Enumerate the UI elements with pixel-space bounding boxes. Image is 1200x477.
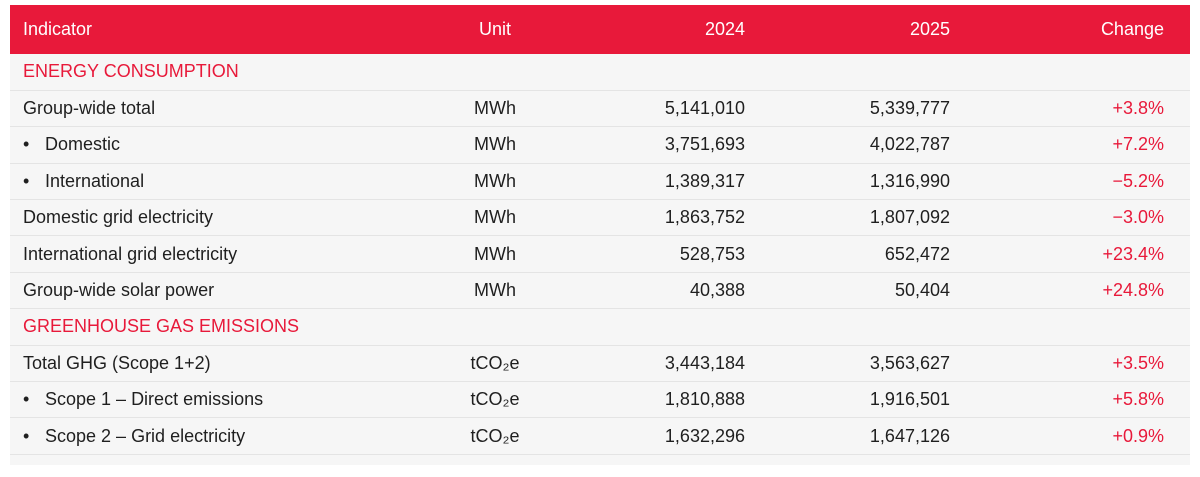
unit-cell: MWh <box>420 90 570 128</box>
value-2025-cell: 1,647,126 <box>770 417 975 455</box>
unit-cell: MWh <box>420 199 570 237</box>
unit-cell: tCO₂e <box>420 345 570 383</box>
bullet-icon: • <box>23 170 30 191</box>
table-row: • Scope 1 – Direct emissions tCO₂e 1,810,88… <box>10 381 1190 419</box>
value-2025-cell: 50,404 <box>770 272 975 310</box>
table-row: Group-wide solar power MWh 40,388 50,404 +24… <box>10 272 1190 310</box>
indicator-cell: Group-wide total <box>10 90 420 128</box>
header-2024: 2024 <box>704 19 745 39</box>
change-cell: +23.4% <box>975 235 1190 273</box>
change-cell: −3.0% <box>975 199 1190 237</box>
table-row: International grid electricity MWh 528,753… <box>10 235 1190 273</box>
change-cell: +7.2% <box>975 126 1190 164</box>
table-row: Total GHG (Scope 1+2) tCO₂e 3,443,184 3,563… <box>10 345 1190 383</box>
value-2025-cell: 1,316,990 <box>770 163 975 201</box>
indicator-cell: • International <box>10 163 420 201</box>
value-2025-cell: 3,563,627 <box>770 345 975 383</box>
section-title: ENERGY CONSUMPTION <box>10 54 1190 91</box>
header-2025: 2025 <box>909 19 950 39</box>
value-2025-cell: 652,472 <box>770 235 975 273</box>
indicator-label: Scope 2 – Grid electricity <box>45 425 246 446</box>
table-row: • Scope 2 – Grid electricity tCO₂e 1,632,29… <box>10 417 1190 455</box>
table-row: Group-wide total MWh 5,141,010 5,339,777 +3.… <box>10 90 1190 128</box>
indicator-label: Group-wide solar power <box>23 280 215 301</box>
change-cell: +3.5% <box>975 345 1190 383</box>
value-2024-cell: 3,751,693 <box>570 126 770 164</box>
value-2024-cell: 1,810,888 <box>570 381 770 419</box>
table-body: ENERGY CONSUMPTION Group-wide total MWh 5,1… <box>10 54 1190 455</box>
unit-cell: tCO₂e <box>420 381 570 419</box>
value-2024-cell: 1,863,752 <box>570 199 770 237</box>
change-cell: +24.8% <box>975 272 1190 310</box>
indicator-label: Total GHG (Scope 1+2) <box>23 352 211 373</box>
indicator-label: Group-wide total <box>23 98 156 119</box>
bullet-icon: • <box>23 389 30 410</box>
indicator-cell: • Scope 1 – Direct emissions <box>10 381 420 419</box>
change-cell: +5.8% <box>975 381 1190 419</box>
indicator-cell: Group-wide solar power <box>10 272 420 310</box>
indicator-label: International <box>45 170 145 191</box>
change-cell: +0.9% <box>975 417 1190 455</box>
header-indicator: Indicator <box>23 19 93 39</box>
header-unit: Unit <box>478 19 511 39</box>
indicator-cell: Domestic grid electricity <box>10 199 420 237</box>
unit-cell: MWh <box>420 126 570 164</box>
data-table-panel: Indicator Unit 2024 2025 Change ENERGY C… <box>10 5 1190 465</box>
change-cell: −5.2% <box>975 163 1190 201</box>
indicator-label: International grid electricity <box>23 243 238 264</box>
value-2024-cell: 3,443,184 <box>570 345 770 383</box>
indicator-label: Scope 1 – Direct emissions <box>45 389 264 410</box>
value-2024-cell: 40,388 <box>570 272 770 310</box>
value-2024-cell: 1,632,296 <box>570 417 770 455</box>
table-row: Domestic grid electricity MWh 1,863,752 1,8… <box>10 199 1190 237</box>
unit-cell: MWh <box>420 272 570 310</box>
header-change: Change <box>1100 19 1164 39</box>
bullet-icon: • <box>23 425 30 446</box>
indicator-cell: Total GHG (Scope 1+2) <box>10 345 420 383</box>
indicator-cell: • Domestic <box>10 126 420 164</box>
header-row: Indicator Unit 2024 2025 Change <box>10 5 1190 54</box>
indicator-cell: • Scope 2 – Grid electricity <box>10 417 420 455</box>
unit-cell: tCO₂e <box>420 417 570 455</box>
value-2025-cell: 5,339,777 <box>770 90 975 128</box>
section-header-row: ENERGY CONSUMPTION <box>10 54 1190 91</box>
value-2024-cell: 528,753 <box>570 235 770 273</box>
value-2024-cell: 1,389,317 <box>570 163 770 201</box>
table-header: Indicator Unit 2024 2025 Change <box>10 5 1190 54</box>
indicator-cell: International grid electricity <box>10 235 420 273</box>
indicator-label: Domestic grid electricity <box>23 207 214 228</box>
value-2025-cell: 1,916,501 <box>770 381 975 419</box>
indicator-label: Domestic <box>45 134 121 155</box>
table-row: • Domestic MWh 3,751,693 4,022,787 +7.2% <box>10 126 1190 164</box>
table-row: • International MWh 1,389,317 1,316,990 −5.2% <box>10 163 1190 201</box>
bullet-icon: • <box>23 134 30 155</box>
unit-cell: MWh <box>420 235 570 273</box>
change-cell: +3.8% <box>975 90 1190 128</box>
value-2025-cell: 1,807,092 <box>770 199 975 237</box>
indicator-table: Indicator Unit 2024 2025 Change ENERGY C… <box>10 5 1190 455</box>
section-header-row: GREENHOUSE GAS EMISSIONS <box>10 308 1190 346</box>
value-2025-cell: 4,022,787 <box>770 126 975 164</box>
section-title: GREENHOUSE GAS EMISSIONS <box>10 308 1190 346</box>
unit-cell: MWh <box>420 163 570 201</box>
value-2024-cell: 5,141,010 <box>570 90 770 128</box>
